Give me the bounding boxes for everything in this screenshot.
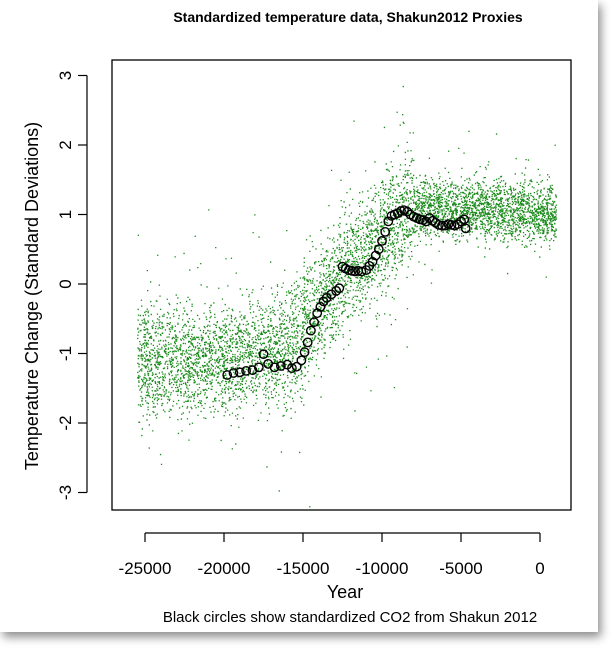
co2-circle xyxy=(299,347,310,357)
co2-circle xyxy=(258,349,269,360)
co2-circle xyxy=(421,216,432,227)
y-tick-label: 2 xyxy=(56,140,75,149)
y-axis-label: Temperature Change (Standard Deviations) xyxy=(22,122,42,470)
x-tick-label: 0 xyxy=(535,559,544,578)
plot-border xyxy=(111,59,572,511)
co2-circle xyxy=(253,362,264,373)
proxy-points xyxy=(137,85,557,508)
y-tick-label: 3 xyxy=(56,71,75,80)
co2-circle xyxy=(296,355,307,366)
y-tick-label: -3 xyxy=(56,485,75,500)
chart-title: Standardized temperature data, Shakun201… xyxy=(173,9,523,25)
co2-circle xyxy=(334,283,345,294)
co2-circle xyxy=(459,214,470,225)
proxy-dot-cloud xyxy=(137,85,557,508)
co2-circle xyxy=(302,337,313,348)
co2-circle xyxy=(460,223,471,234)
co2-circle xyxy=(383,216,394,227)
co2-circle xyxy=(315,301,326,312)
co2-circle xyxy=(241,365,252,376)
co2-circle xyxy=(380,226,391,237)
co2-circle xyxy=(452,219,463,230)
y-tick-label: -2 xyxy=(56,415,75,430)
chart-frame: Standardized temperature data, Shakun201… xyxy=(22,9,572,626)
co2-circle xyxy=(402,206,413,217)
x-tick-label: -5000 xyxy=(439,559,482,578)
co2-circle xyxy=(305,325,316,336)
co2-circle xyxy=(377,235,387,246)
x-tick-label: -15000 xyxy=(277,559,330,578)
y-axis: -3 -2 -1 0 1 2 3 xyxy=(56,71,88,500)
co2-circle xyxy=(286,363,297,373)
co2-circle xyxy=(356,266,367,277)
co2-circle xyxy=(228,368,239,378)
x-axis-label: Year xyxy=(327,582,363,602)
x-tick-label: -20000 xyxy=(198,559,251,578)
x-axis: -25000 -20000 -15000 -10000 -5000 0 xyxy=(119,532,545,578)
co2-circle xyxy=(291,361,302,372)
co2-circle xyxy=(275,361,286,371)
co2-circle xyxy=(247,365,258,376)
co2-circle xyxy=(331,285,342,296)
co2-circle xyxy=(309,317,319,328)
y-tick-label: 1 xyxy=(56,210,75,219)
x-tick-label: -25000 xyxy=(119,559,172,578)
co2-circle xyxy=(437,220,447,231)
co2-circle xyxy=(222,370,233,380)
co2-circle xyxy=(269,362,280,373)
co2-circle xyxy=(424,213,435,223)
co2-circle xyxy=(373,244,384,255)
y-tick-label: -1 xyxy=(56,346,75,361)
co2-circle xyxy=(234,367,245,378)
co2-circles xyxy=(222,205,471,380)
x-tick-label: -10000 xyxy=(356,559,409,578)
y-tick-label: 0 xyxy=(56,279,75,288)
footnote: Black circles show standardized CO2 from… xyxy=(163,609,537,626)
